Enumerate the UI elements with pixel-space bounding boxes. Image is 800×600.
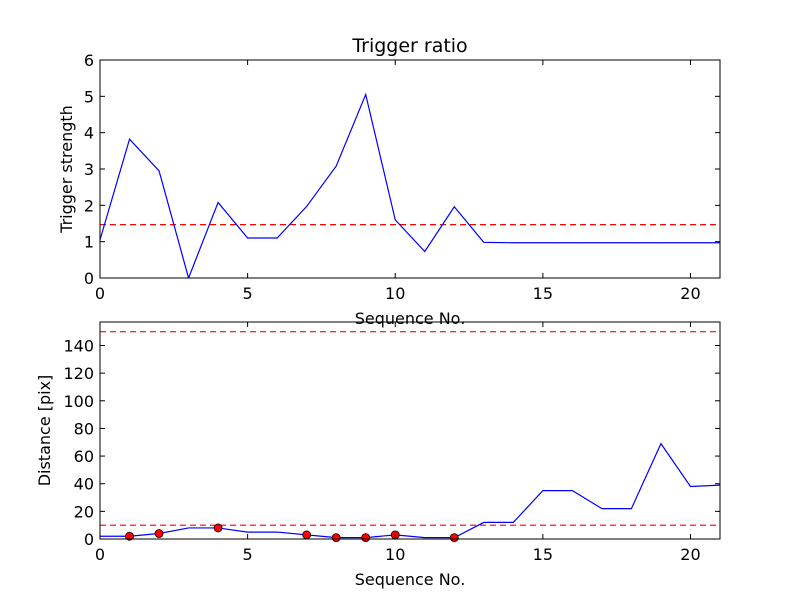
y-tick-label: 60 [74, 447, 94, 466]
x-tick-label: 20 [680, 284, 700, 303]
y-tick-label: 100 [63, 392, 94, 411]
x-tick-label: 15 [533, 284, 553, 303]
x-tick-label: 0 [95, 284, 105, 303]
data-point-marker [449, 533, 459, 543]
y-tick-label: 0 [84, 530, 94, 549]
x-axis-label: Sequence No. [355, 570, 466, 589]
plot-area [100, 331, 720, 539]
series-line [100, 442, 720, 539]
y-tick-label: 140 [63, 336, 94, 355]
axes-frame [99, 321, 721, 540]
axes-frame [99, 59, 721, 279]
y-tick-label: 4 [84, 124, 94, 143]
y-tick-label: 40 [74, 475, 94, 494]
y-tick-label: 0 [84, 269, 94, 288]
distance-panel: Distance [pix] 0 5 10 15 20 0 20 40 60 80 100 120 14… [35, 321, 721, 589]
y-tick-label: 3 [84, 160, 94, 179]
data-point-marker [361, 533, 371, 543]
y-axis-label: Distance [pix] [35, 375, 54, 487]
y-tick-label: 20 [74, 502, 94, 521]
y-tick-label: 120 [63, 364, 94, 383]
data-point-marker [125, 531, 134, 541]
chart-title: Trigger ratio [351, 35, 467, 57]
y-tick-label: 1 [84, 233, 94, 252]
x-tick-label: 10 [385, 545, 405, 564]
x-tick-label: 10 [385, 284, 405, 303]
x-tick-label: 5 [243, 545, 253, 564]
data-point-marker [302, 530, 312, 540]
trigger-ratio-panel: Trigger ratio Trigger strength 0 5 10 15 200… [57, 35, 721, 328]
data-point-marker [213, 523, 223, 533]
x-tick-label: 20 [680, 545, 700, 564]
x-tick-label: 5 [243, 284, 253, 303]
y-tick-label: 5 [84, 87, 94, 106]
y-tick-label: 6 [84, 51, 94, 70]
data-point-marker [331, 533, 341, 543]
x-axis-label: Sequence No. [355, 309, 466, 328]
y-tick-label: 80 [74, 419, 94, 438]
y-axis-label: Trigger strength [57, 105, 76, 234]
x-tick-label: 0 [95, 545, 105, 564]
series-line [100, 92, 720, 278]
data-point-marker [154, 529, 164, 538]
x-tick-label: 15 [533, 545, 553, 564]
plot-area [100, 92, 720, 278]
y-tick-label: 2 [84, 196, 94, 215]
